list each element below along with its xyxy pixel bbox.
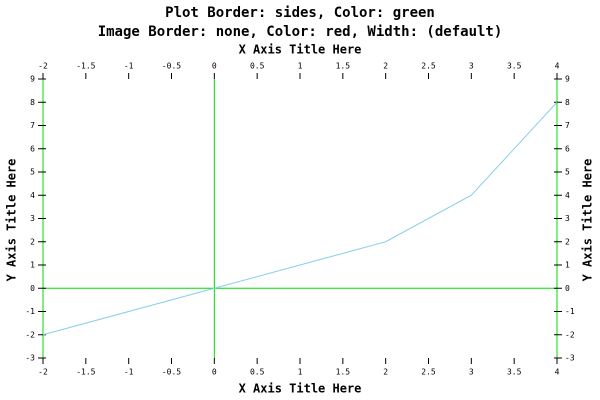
y-tick-label-right: 3 (565, 214, 570, 223)
x-tick-label-top: -1.5 (76, 62, 95, 71)
x-axis-title-top: X Axis Title Here (239, 43, 362, 57)
y-tick-label: 3 (30, 214, 35, 223)
x-tick-label-top: 1 (298, 62, 303, 71)
y-tick-label: 4 (30, 191, 35, 200)
chart-title: Plot Border: sides, Color: green (165, 5, 435, 21)
x-tick-label: 1 (298, 368, 303, 377)
x-tick-label: -0.5 (162, 368, 181, 377)
y-axis-title-right: Y Axis Title Here (581, 159, 595, 282)
x-tick-label-top: -0.5 (162, 62, 181, 71)
y-tick-label: 9 (30, 75, 35, 84)
y-tick-label-right: 8 (565, 98, 570, 107)
y-tick-label-right: 6 (565, 144, 570, 153)
x-tick-label-top: 0 (212, 62, 217, 71)
y-tick-label-right: 5 (565, 168, 570, 177)
y-tick-label: 6 (30, 144, 35, 153)
x-tick-label: 3.5 (507, 368, 522, 377)
y-tick-label: 0 (30, 284, 35, 293)
x-tick-label: 1.5 (336, 368, 351, 377)
x-tick-label-top: 3 (469, 62, 474, 71)
x-tick-label-top: 1.5 (336, 62, 351, 71)
x-tick-label-top: 0.5 (250, 62, 265, 71)
y-tick-label: -3 (25, 354, 35, 363)
x-tick-label-top: -2 (38, 62, 48, 71)
x-tick-label: -1 (124, 368, 134, 377)
x-tick-label: 4 (555, 368, 560, 377)
y-tick-label: 5 (30, 168, 35, 177)
y-tick-label: 7 (30, 121, 35, 130)
x-tick-label: -2 (38, 368, 48, 377)
y-tick-label-right: 9 (565, 75, 570, 84)
x-tick-label-top: 2.5 (421, 62, 436, 71)
x-tick-label: -1.5 (76, 368, 95, 377)
x-tick-label-top: 2 (383, 62, 388, 71)
x-tick-label: 2 (383, 368, 388, 377)
y-tick-label: 1 (30, 261, 35, 270)
y-tick-label-right: -2 (565, 330, 575, 339)
y-tick-label-right: 0 (565, 284, 570, 293)
y-tick-label: -1 (25, 307, 35, 316)
x-tick-label-top: 4 (555, 62, 560, 71)
x-tick-label: 3 (469, 368, 474, 377)
x-tick-label: 0 (212, 368, 217, 377)
y-tick-label-right: 2 (565, 237, 570, 246)
x-tick-label: 0.5 (250, 368, 265, 377)
y-tick-label: -2 (25, 330, 35, 339)
y-tick-label-right: 7 (565, 121, 570, 130)
y-tick-label-right: 1 (565, 261, 570, 270)
x-tick-label-top: -1 (124, 62, 134, 71)
x-tick-label-top: 3.5 (507, 62, 522, 71)
y-axis-title: Y Axis Title Here (5, 159, 19, 282)
x-tick-label: 2.5 (421, 368, 436, 377)
y-tick-label: 8 (30, 98, 35, 107)
chart-subtitle: Image Border: none, Color: red, Width: (… (98, 24, 503, 40)
data-line (42, 101, 558, 336)
y-tick-label-right: -1 (565, 307, 575, 316)
y-tick-label-right: 4 (565, 191, 570, 200)
y-tick-label: 2 (30, 237, 35, 246)
x-axis-title: X Axis Title Here (239, 382, 362, 396)
y-tick-label-right: -3 (565, 354, 575, 363)
